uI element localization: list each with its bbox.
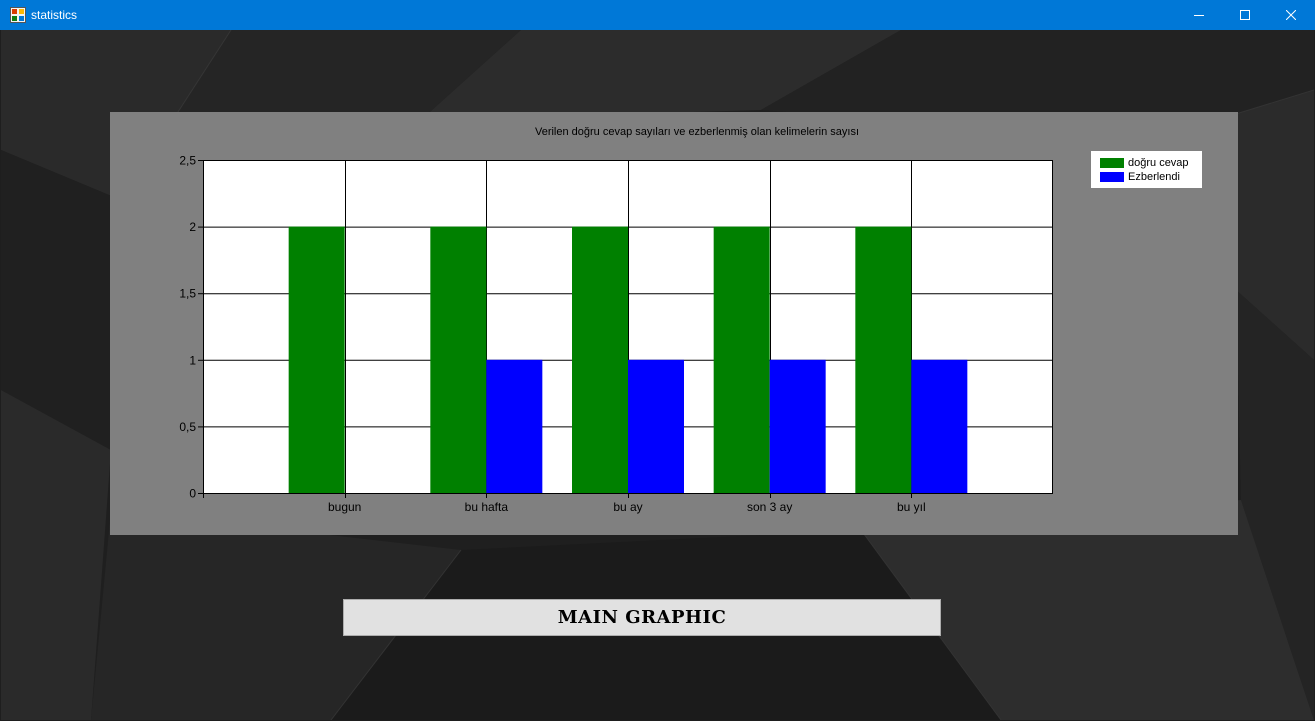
bar-dogru-cevap — [572, 226, 628, 493]
y-tick-label: 2,5 — [179, 154, 196, 168]
y-tick-label: 0 — [189, 487, 196, 501]
legend-swatch-ezberlendi — [1100, 171, 1124, 182]
chart-legend: doğru cevap Ezberlendi — [1091, 151, 1202, 188]
close-icon — [1286, 10, 1296, 20]
y-tick-label: 1,5 — [179, 287, 196, 301]
maximize-icon — [1240, 10, 1250, 20]
close-button[interactable] — [1268, 0, 1314, 30]
plot-border — [203, 160, 1053, 494]
bar-ezberlendi — [486, 359, 543, 493]
legend-label-dogru-cevap: doğru cevap — [1128, 156, 1189, 169]
window-titlebar: statistics — [0, 0, 1315, 30]
bar-chart: Verilen doğru cevap sayıları ve ezberlen… — [179, 126, 1053, 514]
x-tick-label: bugun — [328, 500, 361, 514]
legend-label-ezberlendi: Ezberlendi — [1128, 170, 1180, 183]
legend-item-dogru-cevap: doğru cevap — [1100, 156, 1189, 169]
x-tick-label: son 3 ay — [747, 500, 792, 514]
x-tick-label: bu yıl — [897, 500, 926, 514]
bar-ezberlendi — [769, 359, 826, 493]
chart-panel: Verilen doğru cevap sayıları ve ezberlen… — [110, 112, 1238, 535]
bar-ezberlendi — [628, 359, 684, 493]
chart-title: Verilen doğru cevap sayıları ve ezberlen… — [535, 126, 859, 138]
bar-dogru-cevap — [430, 226, 487, 493]
y-tick-label: 0,5 — [179, 420, 196, 434]
legend-item-ezberlendi: Ezberlendi — [1100, 170, 1180, 183]
minimize-icon — [1194, 15, 1204, 16]
x-tick-label: bu hafta — [465, 500, 509, 514]
legend-swatch-dogru-cevap — [1100, 157, 1124, 168]
x-tick-label: bu ay — [613, 500, 642, 514]
window-title: statistics — [31, 8, 78, 22]
client-area: Verilen doğru cevap sayıları ve ezberlen… — [1, 30, 1314, 720]
maximize-button[interactable] — [1222, 0, 1268, 30]
main-graphic-button[interactable]: MAIN GRAPHIC — [343, 599, 941, 636]
bar-ezberlendi — [911, 359, 968, 493]
y-tick-label: 1 — [189, 353, 196, 367]
bar-dogru-cevap — [288, 226, 345, 493]
minimize-button[interactable] — [1176, 0, 1222, 30]
app-icon — [10, 7, 26, 23]
y-tick-label: 2 — [189, 220, 196, 234]
bar-dogru-cevap — [713, 226, 770, 493]
bar-dogru-cevap — [855, 226, 912, 493]
